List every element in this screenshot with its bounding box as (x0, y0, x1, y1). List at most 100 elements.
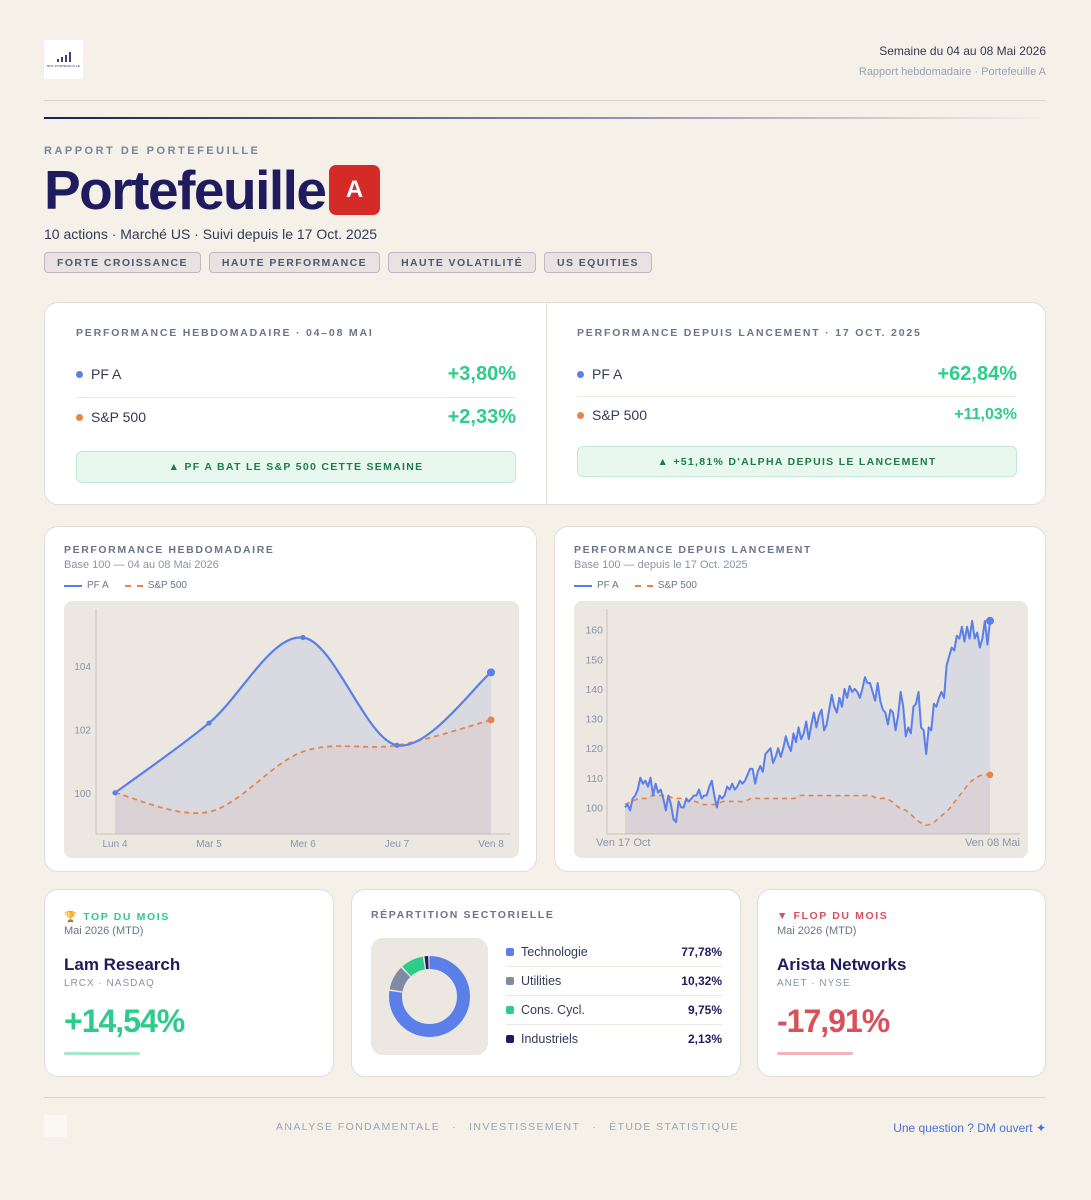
sp-dot-icon (76, 414, 83, 421)
weekly-chart-card: PERFORMANCE HEBDOMADAIRE Base 100 — 04 a… (44, 526, 537, 872)
launch-pf-value: +62,84% (937, 363, 1017, 385)
sector-row: Industriels 2,13% (506, 1025, 722, 1054)
chart-title: PERFORMANCE HEBDOMADAIRE (64, 544, 275, 556)
contact-link[interactable]: Une question ? DM ouvert ✦ (893, 1121, 1046, 1135)
top-header: 🏆 TOP DU MOIS (64, 911, 170, 923)
chart-legend: PF A S&P 500 (574, 580, 697, 591)
sp-area (625, 774, 990, 834)
sp-dot-icon (577, 412, 584, 419)
top-company-name: Lam Research (64, 955, 181, 974)
chart-subtitle: Base 100 — depuis le 17 Oct. 2025 (574, 559, 748, 571)
footer-logo (44, 1115, 67, 1137)
sector-list: Technologie 77,78% Utilities 10,32% Cons. … (506, 938, 722, 1054)
flop-header: ▼ FLOP DU MOIS (777, 910, 889, 922)
flop-performer-card: ▼ FLOP DU MOIS Mai 2026 (MTD) Arista Net… (757, 889, 1046, 1077)
chart-subtitle: Base 100 — 04 au 08 Mai 2026 (64, 559, 219, 571)
legend-item-pf: PF A (64, 580, 109, 591)
dashed-line-icon (124, 584, 143, 587)
flop-accent-bar (777, 1052, 853, 1055)
report-header: RDV PORTEFEUILLE Semaine du 04 au 08 Mai… (44, 40, 1046, 102)
color-swatch-icon (506, 1006, 514, 1014)
top-return-value: +14,54% (64, 1003, 185, 1039)
weekly-plot-area: 100 102 104 Lun 4 Mar 5 Mer 6 Jeu 7 Ven 8 (64, 601, 519, 858)
pf-area (115, 637, 491, 834)
sector-value: 2,13% (687, 1032, 722, 1046)
sector-row: Cons. Cycl. 9,75% (506, 996, 722, 1025)
launch-chart-svg: 100 110 120 130 140 150 160 Ven 17 Oct Ven 08 Ma… (585, 609, 1020, 849)
weekly-pf-value: +3,80% (447, 363, 516, 385)
performance-summary-card: PERFORMANCE HEBDOMADAIRE · 04–08 MAI PF … (44, 302, 1046, 505)
chart-legend: PF A S&P 500 (64, 580, 187, 591)
legend-label: S&P 500 (147, 580, 187, 591)
top-period: Mai 2026 (MTD) (64, 925, 144, 937)
sector-value: 9,75% (687, 1003, 722, 1017)
x-tick-label: Ven 17 Oct (596, 837, 650, 849)
footer-topics: ANALYSE FONDAMENTALE · INVESTISSEMENT · … (276, 1121, 739, 1133)
sector-allocation-card: RÉPARTITION SECTORIELLE Technologie 77,78… (351, 889, 741, 1077)
launch-performance-label: PERFORMANCE DEPUIS LANCEMENT · 17 OCT. 2… (577, 327, 922, 339)
color-swatch-icon (506, 948, 514, 956)
y-tick-label: 130 (585, 714, 603, 726)
x-tick-label: Mer 6 (290, 839, 316, 850)
bar-chart-icon (56, 51, 71, 62)
legend-label: S&P 500 (657, 580, 697, 591)
footer-topic: ANALYSE FONDAMENTALE (276, 1121, 441, 1133)
launch-row-sp: S&P 500 +11,03% (577, 404, 1017, 428)
portfolio-badge: A (329, 165, 380, 215)
legend-label: PF A (597, 580, 619, 591)
series-name: S&P 500 (592, 407, 648, 423)
row-divider (76, 397, 516, 398)
flop-ticker: ANET · NYSE (777, 978, 851, 989)
color-swatch-icon (506, 977, 514, 985)
sector-row: Technologie 77,78% (506, 938, 722, 967)
y-tick-label: 120 (585, 743, 603, 755)
flop-return-value: -17,91% (777, 1003, 890, 1039)
sp-end-point (487, 716, 495, 724)
row-divider (577, 396, 1017, 397)
y-tick-label: 102 (74, 725, 91, 736)
series-name: PF A (91, 366, 122, 382)
week-range: Semaine du 04 au 08 Mai 2026 (879, 44, 1046, 58)
launch-performance: PERFORMANCE DEPUIS LANCEMENT · 17 OCT. 2… (577, 303, 1017, 504)
footer-separator: · (592, 1121, 598, 1133)
x-tick-label: Jeu 7 (385, 839, 410, 850)
pf-area (625, 620, 990, 834)
y-tick-label: 150 (585, 654, 603, 666)
pf-point (394, 742, 400, 748)
pf-point (112, 790, 118, 796)
sector-name: Cons. Cycl. (521, 1003, 585, 1017)
pf-point (206, 720, 212, 726)
tag-list: FORTE CROISSANCE HAUTE PERFORMANCE HAUTE… (44, 252, 652, 273)
x-tick-label: Ven 8 (478, 839, 504, 850)
pf-end-point (986, 616, 994, 625)
flop-period: Mai 2026 (MTD) (777, 925, 857, 937)
y-tick-label: 104 (74, 662, 91, 673)
weekly-sp-value: +2,33% (447, 406, 516, 428)
sector-name: Technologie (521, 945, 588, 959)
weekly-performance-label: PERFORMANCE HEBDOMADAIRE · 04–08 MAI (76, 327, 374, 339)
solid-line-icon (574, 584, 592, 587)
weekly-row-pf: PF A +3,80% (76, 363, 516, 387)
color-swatch-icon (506, 1035, 514, 1043)
tag: FORTE CROISSANCE (44, 252, 201, 273)
pf-point (300, 634, 306, 641)
accent-divider (44, 117, 1046, 119)
sector-name: Utilities (521, 974, 562, 988)
tag: HAUTE VOLATILITÉ (388, 252, 537, 273)
top-performer-card: 🏆 TOP DU MOIS Mai 2026 (MTD) Lam Researc… (44, 889, 334, 1077)
tag: HAUTE PERFORMANCE (208, 252, 381, 273)
series-name: PF A (592, 366, 623, 382)
sector-value: 10,32% (681, 974, 722, 988)
logo-text: RDV PORTEFEUILLE (47, 63, 80, 68)
dashed-line-icon (634, 584, 653, 587)
sector-name: Industriels (521, 1032, 578, 1046)
footer-topic: INVESTISSEMENT (469, 1121, 581, 1133)
report-kicker: RAPPORT DE PORTEFEUILLE (44, 145, 261, 157)
sector-value: 77,78% (681, 945, 722, 959)
flop-company-name: Arista Networks (777, 955, 907, 974)
pf-point (487, 668, 495, 677)
portfolio-description: 10 actions · Marché US · Suivi depuis le… (44, 226, 378, 242)
weekly-chart-svg: 100 102 104 Lun 4 Mar 5 Mer 6 Jeu 7 Ven 8 (74, 609, 510, 850)
weekly-outperformance-banner: ▲ PF A BAT LE S&P 500 CETTE SEMAINE (76, 451, 516, 483)
top-accent-bar (64, 1052, 140, 1055)
